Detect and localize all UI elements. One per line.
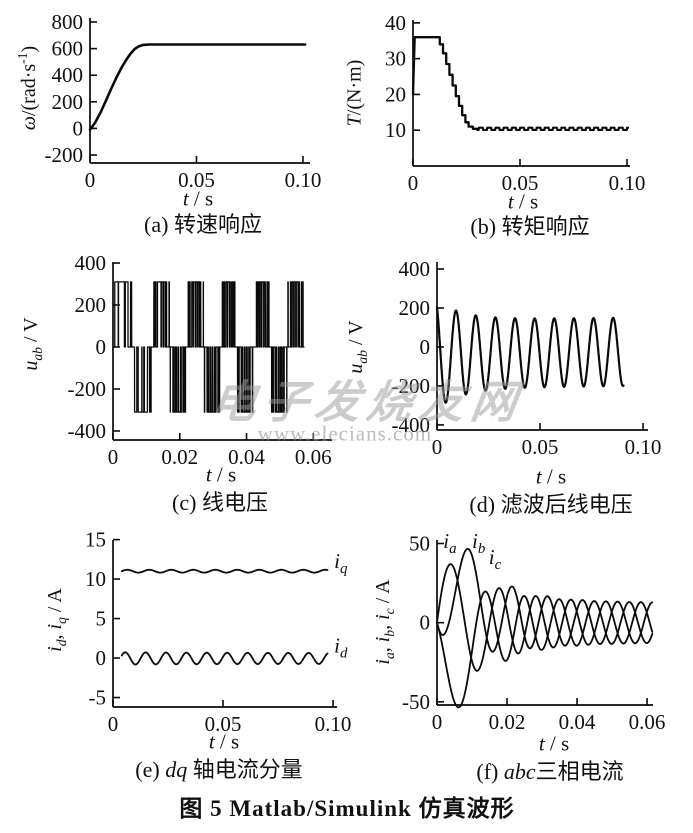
y-tick-label: 20 xyxy=(385,82,406,106)
x-tick-label: 0.06 xyxy=(295,445,332,469)
subplot-f-caption: (f) abc三相电流 xyxy=(476,759,624,784)
y-tick-label: -5 xyxy=(89,686,107,710)
y-tick-label: 10 xyxy=(85,567,106,591)
curve-label-ia: ia xyxy=(443,529,456,557)
subplot-b-ylabel: T/(N·m) xyxy=(343,59,366,127)
y-tick-label: -50 xyxy=(402,690,430,714)
subplot-f-ylabel: ia, ib, ic / A xyxy=(372,579,397,665)
curve-ib xyxy=(436,547,654,653)
subplot-e-xlabel: t / s xyxy=(208,729,240,754)
y-tick-label: 400 xyxy=(75,251,107,275)
x-tick-label: 0.05 xyxy=(502,171,539,195)
x-tick-label: 0.04 xyxy=(559,710,596,734)
subplot-c-ylabel: uab / V xyxy=(20,317,45,371)
y-tick-label: -400 xyxy=(68,419,107,443)
figure-caption: 图 5 Matlab/Simulink 仿真波形 xyxy=(179,796,515,821)
x-tick-label: 0.05 xyxy=(522,435,559,459)
subplot-d-xlabel: t / s xyxy=(535,464,567,489)
y-tick-label: -200 xyxy=(68,377,107,401)
subplot-a-xlabel: t / s xyxy=(182,186,214,211)
subplot-c-caption: (c) 线电压 xyxy=(172,490,268,515)
curve-torque-steady xyxy=(476,126,630,131)
curve-omega xyxy=(88,43,307,131)
x-tick-label: 0.04 xyxy=(228,445,265,469)
y-tick-label: 800 xyxy=(52,10,84,34)
y-tick-label: -200 xyxy=(45,143,84,167)
curve-label-id: id xyxy=(334,634,348,662)
subplot-f-xlabel: t / s xyxy=(538,731,570,756)
y-tick-label: -200 xyxy=(392,374,431,398)
subplot-c-xlabel: t / s xyxy=(205,462,237,487)
x-tick-label: 0 xyxy=(408,171,419,195)
subplot-b-caption: (b) 转矩响应 xyxy=(470,214,590,239)
subplot-e-caption: (e) dq 轴电流分量 xyxy=(135,757,303,782)
x-tick-label: 0.10 xyxy=(315,712,352,736)
watermark-url: www.elecians.com xyxy=(257,421,433,446)
x-tick-label: 0 xyxy=(432,435,443,459)
y-tick-label: 5 xyxy=(96,607,107,631)
y-tick-label: 40 xyxy=(385,11,406,35)
curve-label-ib: ib xyxy=(472,529,486,557)
x-tick-label: 0.05 xyxy=(178,168,215,192)
curve-label-iq: iq xyxy=(334,549,348,577)
curve-id xyxy=(120,651,329,666)
x-tick-label: 0.10 xyxy=(625,435,662,459)
y-tick-label: 10 xyxy=(385,118,406,142)
y-tick-label: 30 xyxy=(385,47,406,71)
curve-ia xyxy=(436,563,654,672)
y-tick-label: 400 xyxy=(399,257,431,281)
y-tick-label: 0 xyxy=(96,646,107,670)
curve-label-ic: ic xyxy=(489,545,502,573)
y-tick-label: 400 xyxy=(52,63,84,87)
y-tick-label: 0 xyxy=(420,335,431,359)
curve-ic xyxy=(436,590,654,709)
curve-line-voltage-pwm xyxy=(112,281,305,413)
y-tick-label: 0 xyxy=(96,335,107,359)
y-tick-label: -400 xyxy=(392,413,431,437)
curve-torque-transient xyxy=(411,36,479,130)
x-tick-label: 0.02 xyxy=(161,445,198,469)
x-tick-label: 0.10 xyxy=(285,168,322,192)
y-tick-label: 15 xyxy=(85,528,106,552)
x-tick-label: 0 xyxy=(85,168,96,192)
x-tick-label: 0.06 xyxy=(629,710,666,734)
subplot-d-caption: (d) 滤波后线电压 xyxy=(469,492,633,517)
subplot-a-ylabel: ω/(rad·s-1) xyxy=(15,45,40,131)
x-tick-label: 0.05 xyxy=(205,712,242,736)
y-tick-label: 0 xyxy=(420,611,431,635)
subplot-b-xlabel: t / s xyxy=(507,189,539,214)
subplot-a-caption: (a) 转速响应 xyxy=(144,212,262,237)
y-tick-label: 0 xyxy=(73,116,84,140)
y-tick-label: 200 xyxy=(52,90,84,114)
x-tick-label: 0.02 xyxy=(489,710,526,734)
x-tick-label: 0 xyxy=(108,712,119,736)
curve-iq xyxy=(120,568,329,574)
curve-filtered-line-voltage xyxy=(435,306,625,404)
x-tick-label: 0.10 xyxy=(609,171,646,195)
y-tick-label: 200 xyxy=(399,296,431,320)
subplot-e-ylabel: id, iq / A xyxy=(44,588,69,652)
y-tick-label: 50 xyxy=(409,531,430,555)
x-tick-label: 0 xyxy=(432,710,443,734)
y-tick-label: 200 xyxy=(75,293,107,317)
y-tick-label: 600 xyxy=(52,37,84,61)
x-tick-label: 0 xyxy=(108,445,119,469)
